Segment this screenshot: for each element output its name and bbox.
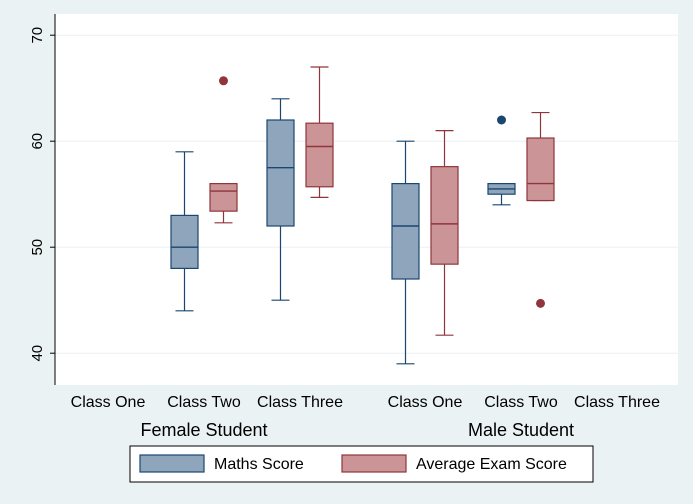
category-label-class-two: Class Two — [167, 394, 241, 411]
category-label-class-two: Class Two — [484, 394, 558, 411]
group-label-male-student: Male Student — [468, 420, 574, 440]
box-iqr — [170, 214, 199, 269]
gridlines — [55, 34, 678, 354]
outlier-point — [536, 298, 545, 308]
category-label-class-three: Class Three — [574, 394, 660, 411]
group-label-female-student: Female Student — [140, 420, 267, 440]
legend-swatch-maths-score — [139, 454, 205, 473]
plot-area — [55, 14, 678, 385]
box-iqr — [209, 183, 238, 212]
box-maths-score-2 — [266, 98, 295, 301]
box-average-exam-score-3 — [430, 130, 459, 336]
legend: Maths Score Average Exam Score — [129, 445, 594, 483]
category-label-class-one: Class One — [71, 394, 146, 411]
box-average-exam-score-2 — [305, 66, 334, 198]
y-tick-label: 60 — [29, 133, 46, 150]
box-maths-score-1 — [170, 151, 199, 312]
category-label-class-three: Class Three — [257, 394, 343, 411]
box-iqr — [526, 137, 555, 202]
legend-label-maths-score: Maths Score — [214, 456, 304, 473]
legend-swatch-average-exam-score — [341, 454, 407, 473]
box-iqr — [266, 119, 295, 227]
box-iqr — [430, 166, 459, 265]
outlier-point — [497, 115, 506, 125]
y-tick-label: 70 — [29, 27, 46, 44]
y-tick-label: 40 — [29, 345, 46, 362]
legend-label-average-exam-score: Average Exam Score — [416, 456, 567, 473]
group-labels: Female Student Male Student — [140, 420, 574, 440]
box-maths-score-4 — [487, 115, 516, 206]
outlier-point — [219, 76, 228, 86]
box-average-exam-score-1 — [209, 76, 238, 224]
box-average-exam-score-4 — [526, 111, 555, 308]
box-iqr — [305, 122, 334, 188]
boxes — [170, 66, 555, 365]
category-labels: Class One Class Two Class Three Class One Cl… — [71, 394, 660, 411]
y-axis-ticks: 40 50 60 70 — [29, 27, 55, 362]
box-maths-score-3 — [391, 140, 420, 365]
box-iqr — [391, 183, 420, 280]
y-tick-label: 50 — [29, 239, 46, 256]
category-label-class-one: Class One — [388, 394, 463, 411]
